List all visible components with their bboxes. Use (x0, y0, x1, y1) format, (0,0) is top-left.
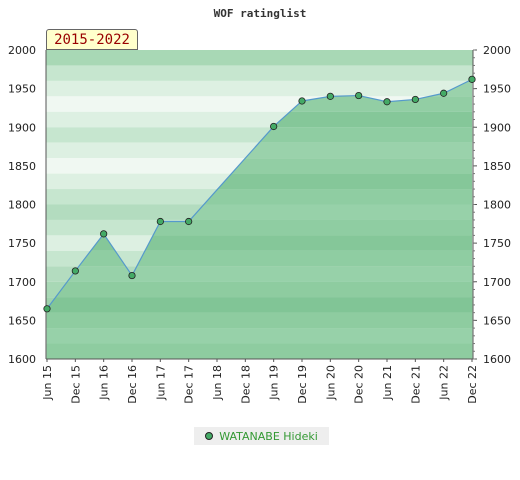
data-point (355, 91, 363, 100)
y-tick-label-left: 1800 (8, 199, 36, 212)
y-tick-label-left: 1750 (8, 237, 36, 250)
background-band (46, 50, 473, 66)
y-axis-right-ticks: 1600 1650 1700 1750 1800 1850 1900 1950 2000 (473, 44, 511, 366)
data-point (326, 92, 334, 100)
legend-series-label: WATANABE Hideki (219, 429, 318, 443)
area-band (47, 266, 472, 282)
y-tick-label-left: 1900 (8, 121, 36, 134)
data-points (43, 75, 476, 313)
legend-marker-icon (205, 432, 214, 440)
x-tick-label: Dec 17 (183, 365, 196, 404)
y-tick-label-right: 1600 (483, 353, 511, 366)
y-tick-label-right: 1700 (483, 276, 511, 289)
y-tick-label-right: 1800 (483, 199, 511, 212)
chart-title: WOF ratinglist (214, 7, 307, 20)
y-tick-label-left: 1700 (8, 276, 36, 289)
x-tick-label: Dec 15 (69, 365, 82, 404)
legend: WATANABE Hideki (194, 427, 329, 445)
x-tick-label: Dec 21 (409, 365, 422, 404)
y-tick-label-left: 1600 (8, 353, 36, 366)
data-point (383, 98, 391, 106)
y-tick-label-right: 2000 (483, 44, 511, 57)
series-line (46, 78, 473, 310)
y-tick-label-right: 1850 (483, 160, 511, 173)
data-point (100, 230, 108, 238)
x-tick-label: Dec 16 (126, 365, 139, 404)
x-axis-ticks: Jun 15 Dec 15 Jun 16 Dec 16 Jun 17 Dec 17 Jun … (41, 359, 479, 404)
data-point (411, 95, 419, 104)
period-label: 2015-2022 (46, 29, 138, 50)
y-tick-label-left: 2000 (8, 44, 36, 57)
y-axis-left-ticks: 1600 1650 1700 1750 1800 1850 1900 1950 2000 (8, 44, 36, 366)
x-tick-label: Jun 18 (211, 365, 224, 401)
data-point (298, 97, 306, 105)
background-band (46, 65, 473, 81)
rating-line (46, 78, 473, 310)
data-point (185, 217, 193, 226)
y-tick-label-right: 1950 (483, 83, 511, 96)
area-band (47, 328, 472, 344)
y-tick-label-right: 1900 (483, 121, 511, 134)
area-band (47, 297, 472, 313)
data-point (156, 217, 164, 226)
x-tick-label: Dec 22 (466, 365, 479, 404)
data-point (71, 267, 79, 275)
x-tick-label: Dec 20 (353, 365, 366, 404)
y-tick-label-left: 1850 (8, 160, 36, 173)
x-tick-label: Jun 21 (381, 365, 394, 401)
data-point (468, 75, 476, 83)
y-tick-label-left: 1650 (8, 314, 36, 327)
area-band (47, 312, 472, 329)
x-tick-label: Dec 18 (239, 365, 252, 404)
area-band (47, 250, 472, 267)
x-tick-label: Jun 17 (154, 365, 167, 401)
area-band (47, 281, 472, 298)
x-tick-label: Jun 16 (98, 365, 111, 401)
y-tick-label-right: 1650 (483, 314, 511, 327)
x-tick-label: Dec 19 (296, 365, 309, 404)
data-point (440, 89, 448, 97)
x-tick-label: Jun 15 (41, 365, 54, 401)
area-band (47, 235, 472, 251)
data-point (43, 305, 51, 313)
background-band (46, 80, 473, 97)
x-tick-label: Jun 22 (438, 365, 451, 401)
data-point (270, 122, 278, 131)
data-point (128, 271, 136, 280)
area-band (47, 343, 472, 359)
y-tick-label-right: 1750 (483, 237, 511, 250)
x-tick-label: Jun 20 (324, 365, 337, 401)
x-tick-label: Jun 19 (268, 365, 281, 401)
y-tick-label-left: 1950 (8, 83, 36, 96)
